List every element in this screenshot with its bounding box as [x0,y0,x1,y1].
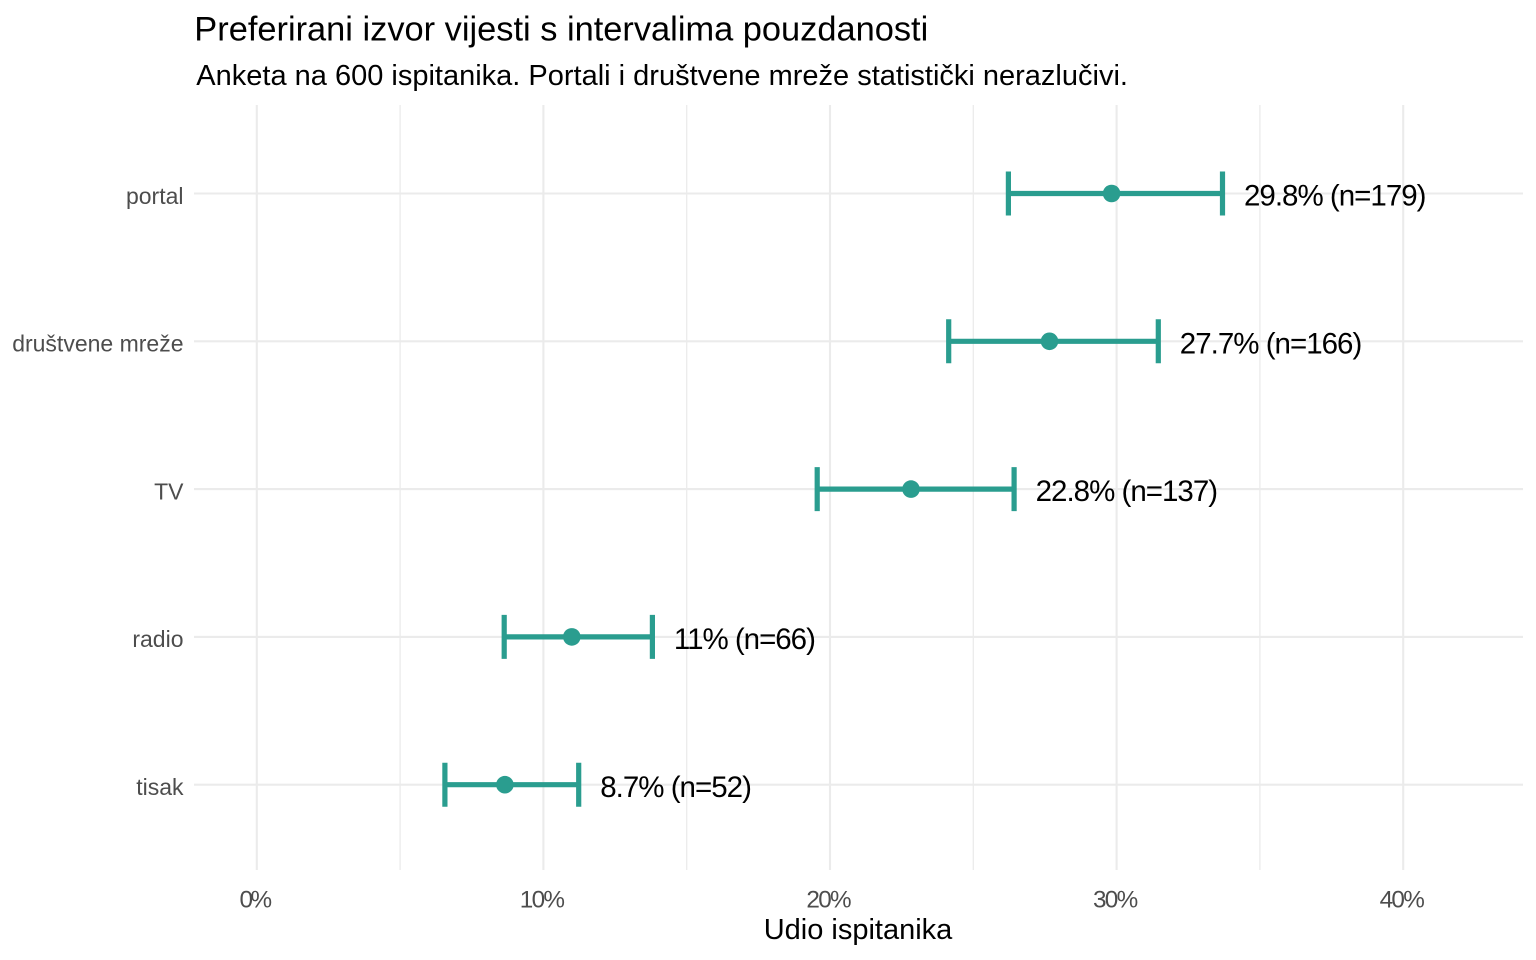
svg-text:TV: TV [154,478,184,504]
svg-text:22.8% (n=137): 22.8% (n=137) [1036,475,1219,508]
svg-text:20%: 20% [806,886,851,913]
svg-text:10%: 10% [520,886,565,913]
svg-text:društvene mreže: društvene mreže [12,331,183,357]
svg-text:tisak: tisak [136,774,184,800]
svg-text:8.7% (n=52): 8.7% (n=52) [600,771,752,804]
svg-text:30%: 30% [1093,886,1138,913]
svg-text:Preferirani izvor vijesti s in: Preferirani izvor vijesti s intervalima … [194,11,928,49]
svg-text:27.7% (n=166): 27.7% (n=166) [1180,327,1363,360]
svg-text:Anketa na 600 ispitanika. Port: Anketa na 600 ispitanika. Portali i druš… [196,60,1128,92]
svg-text:Udio ispitanika: Udio ispitanika [764,914,953,946]
svg-text:11% (n=66): 11% (n=66) [674,623,816,656]
svg-text:radio: radio [132,626,183,652]
svg-text:0%: 0% [239,886,272,913]
svg-text:29.8% (n=179): 29.8% (n=179) [1244,180,1427,213]
svg-text:40%: 40% [1380,886,1425,913]
svg-text:portal: portal [126,183,184,209]
